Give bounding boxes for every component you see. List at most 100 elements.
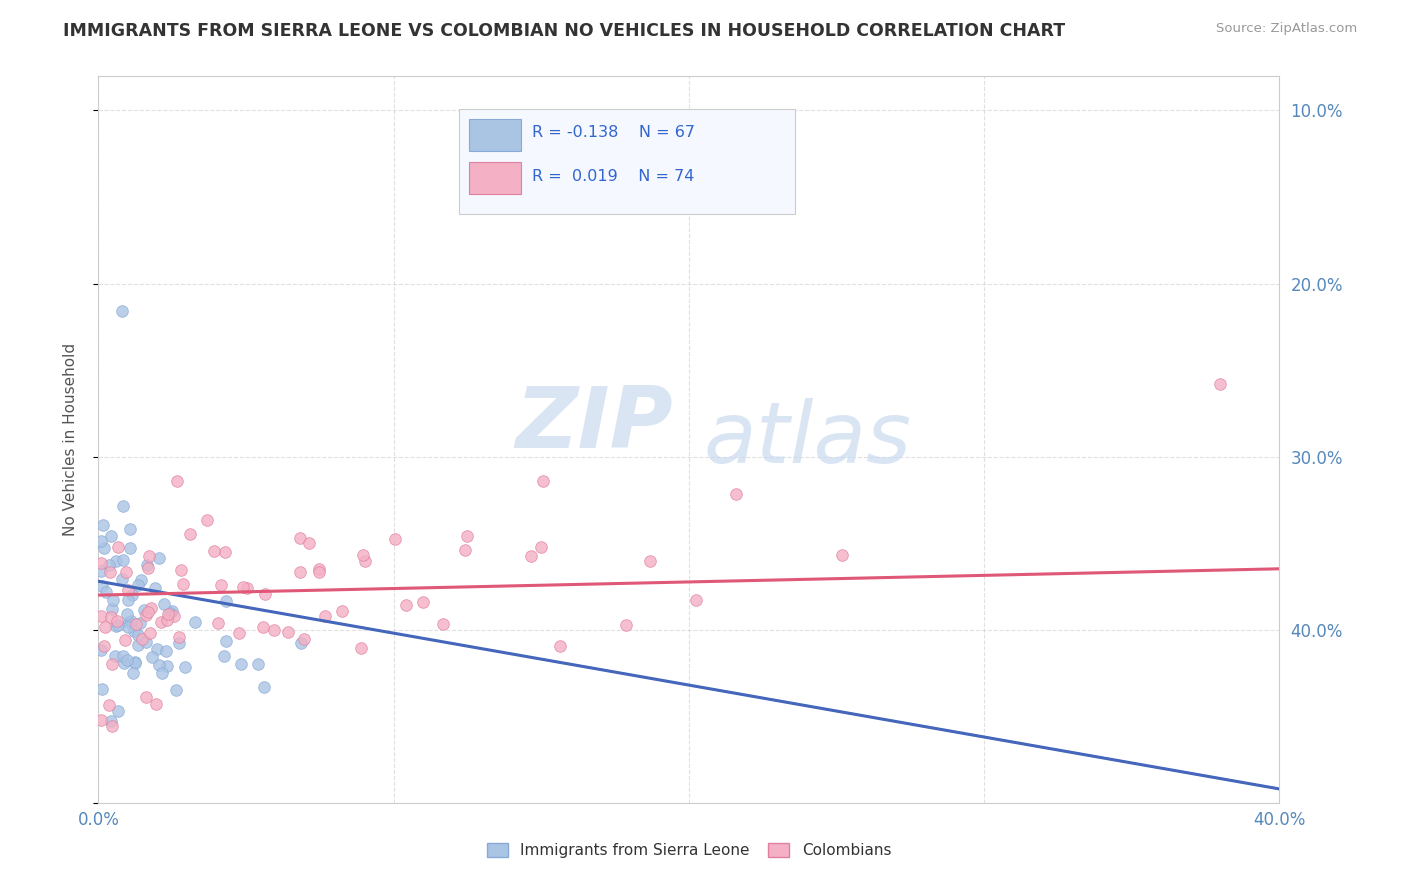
Point	[135, 635, 157, 649]
Point	[136, 558, 159, 572]
Point	[229, 657, 252, 672]
Point	[111, 648, 134, 663]
Point	[114, 633, 136, 648]
Point	[139, 600, 162, 615]
Point	[531, 474, 554, 488]
Point	[298, 535, 321, 549]
Point	[184, 615, 207, 629]
Point	[530, 541, 553, 555]
Point	[112, 657, 135, 671]
Point	[90, 608, 112, 623]
Point	[253, 680, 276, 694]
Point	[614, 618, 637, 632]
Point	[155, 644, 177, 658]
Point	[90, 534, 112, 549]
Point	[98, 565, 121, 579]
Point	[215, 633, 238, 648]
Point	[148, 658, 170, 673]
Point	[90, 556, 112, 570]
Point	[91, 579, 114, 593]
Point	[120, 614, 142, 628]
Point	[125, 617, 148, 632]
Point	[121, 588, 143, 602]
Point	[107, 704, 129, 718]
Point	[352, 548, 374, 562]
Point	[349, 641, 371, 656]
Point	[163, 608, 186, 623]
Point	[456, 529, 478, 543]
Point	[110, 572, 132, 586]
Point	[454, 543, 477, 558]
Point	[122, 665, 145, 680]
Legend: Immigrants from Sierra Leone, Colombians: Immigrants from Sierra Leone, Colombians	[481, 837, 897, 864]
Point	[263, 624, 285, 638]
Point	[90, 713, 112, 727]
Point	[145, 697, 167, 711]
Point	[135, 690, 157, 704]
Point	[520, 549, 543, 563]
Point	[90, 564, 112, 578]
Point	[115, 566, 138, 580]
Y-axis label: No Vehicles in Household: No Vehicles in Household	[63, 343, 77, 536]
Point	[155, 613, 177, 627]
FancyBboxPatch shape	[470, 162, 522, 194]
Point	[685, 593, 707, 607]
Point	[412, 595, 434, 609]
Point	[174, 660, 197, 674]
Point	[138, 549, 160, 564]
Point	[127, 638, 149, 652]
Point	[115, 653, 138, 667]
Point	[214, 649, 236, 664]
Point	[141, 649, 163, 664]
Point	[471, 181, 494, 195]
Point	[138, 606, 160, 620]
Point	[100, 714, 122, 728]
Point	[101, 593, 124, 607]
Point	[170, 563, 193, 577]
Point	[128, 615, 150, 630]
Text: atlas: atlas	[703, 398, 911, 481]
Point	[167, 635, 190, 649]
Point	[146, 642, 169, 657]
Point	[117, 593, 139, 607]
Point	[105, 614, 128, 628]
Point	[160, 604, 183, 618]
Point	[314, 609, 336, 624]
Point	[165, 682, 187, 697]
Point	[253, 587, 276, 601]
Point	[724, 487, 747, 501]
Point	[93, 620, 115, 634]
Point	[1209, 376, 1232, 391]
Point	[91, 517, 114, 532]
Point	[153, 597, 176, 611]
Point	[120, 523, 142, 537]
Point	[127, 627, 149, 641]
Point	[290, 636, 312, 650]
Point	[831, 548, 853, 562]
Point	[104, 619, 127, 633]
Point	[101, 719, 124, 733]
Text: Source: ZipAtlas.com: Source: ZipAtlas.com	[1216, 22, 1357, 36]
Point	[104, 648, 127, 663]
Point	[117, 620, 139, 634]
Point	[105, 554, 128, 568]
Point	[167, 630, 190, 644]
Point	[548, 639, 571, 653]
Point	[215, 594, 238, 608]
Point	[112, 499, 135, 513]
Point	[228, 626, 250, 640]
Point	[124, 624, 146, 639]
Point	[179, 527, 201, 541]
Point	[129, 574, 152, 588]
Point	[231, 580, 253, 594]
Point	[156, 607, 179, 621]
Point	[100, 610, 122, 624]
Text: R =  0.019    N = 74: R = 0.019 N = 74	[531, 169, 695, 184]
Point	[101, 657, 124, 671]
Point	[107, 541, 129, 555]
Point	[252, 620, 274, 634]
Point	[143, 581, 166, 595]
Point	[135, 607, 157, 622]
Point	[308, 565, 330, 579]
Point	[120, 541, 142, 555]
